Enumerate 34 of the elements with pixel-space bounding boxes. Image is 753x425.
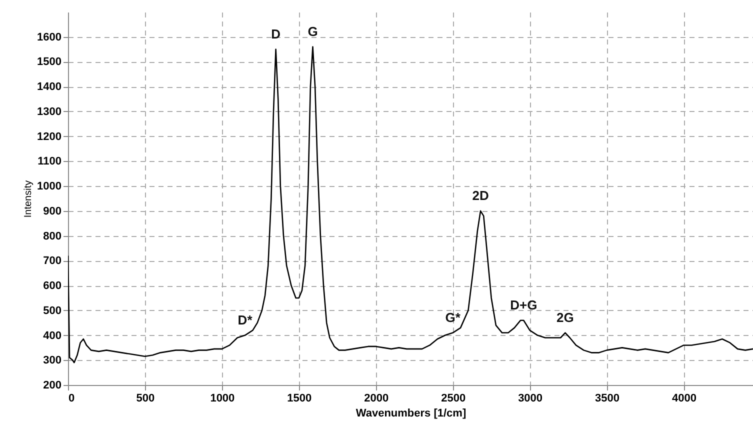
- y-tick-label: 1200: [37, 130, 62, 143]
- y-tick-label: 1600: [37, 31, 62, 44]
- annotation: D+G: [510, 297, 538, 312]
- annotation: 2G: [556, 310, 574, 325]
- y-tick-label: 700: [43, 255, 62, 268]
- x-tick-label: 4000: [672, 392, 696, 404]
- y-tick-label: 500: [43, 304, 62, 317]
- line-series: [68, 46, 753, 364]
- y-tick-label: 1500: [37, 56, 62, 68]
- y-tick-label: 600: [43, 280, 62, 292]
- x-axis-title: Wavenumbers [1/cm]: [356, 408, 466, 420]
- y-tick-label: 1400: [37, 81, 62, 94]
- y-tick-label: 900: [43, 205, 62, 218]
- x-tick-label: 3000: [518, 392, 543, 404]
- x-tick-label: 1000: [210, 392, 235, 404]
- annotation: D: [271, 26, 281, 42]
- y-tick-label: 1100: [38, 156, 62, 168]
- x-tick-label: 1500: [287, 392, 312, 404]
- annotation: G: [308, 24, 318, 39]
- y-tick-label: 1000: [37, 180, 62, 193]
- y-tick-label: 300: [43, 354, 62, 367]
- x-tick-label: 2000: [364, 392, 389, 404]
- annotation: 2D: [472, 188, 489, 203]
- annotation: G*: [445, 310, 462, 325]
- x-tick-label: 3500: [595, 392, 620, 404]
- x-tick-label: 500: [136, 392, 155, 404]
- x-tick-label: 2500: [441, 392, 466, 404]
- annotation: D*: [238, 312, 254, 328]
- y-tick-label: 1300: [37, 106, 62, 118]
- y-tick-label: 200: [43, 380, 62, 392]
- x-tick-label: 0: [68, 392, 75, 404]
- y-axis-title: Intensity: [23, 180, 34, 218]
- y-tick-label: 800: [43, 230, 62, 242]
- y-tick-label: 400: [43, 330, 62, 342]
